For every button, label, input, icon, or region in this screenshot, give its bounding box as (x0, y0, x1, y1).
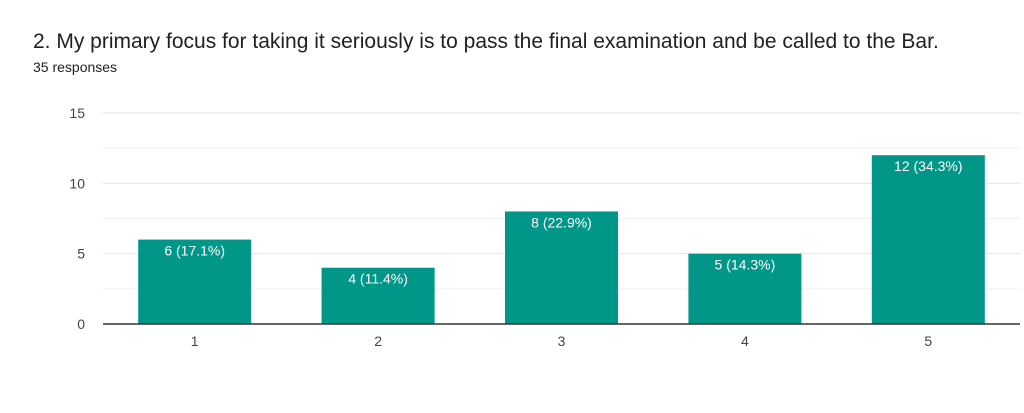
bar-1[interactable] (138, 239, 252, 324)
bar-2[interactable] (321, 267, 435, 324)
response-count: 35 responses (33, 59, 118, 75)
x-tick-labels: 1 2 3 4 5 (191, 333, 933, 349)
bar-value-label: 4 (11.4%) (348, 271, 408, 287)
x-tick-label: 2 (374, 333, 382, 349)
bar-3[interactable] (505, 211, 618, 324)
bar-value-label: 6 (17.1%) (164, 243, 225, 259)
y-tick-labels: 0 5 10 15 (69, 105, 85, 332)
bar-value-label: 12 (34.3%) (894, 158, 962, 174)
x-tick-label: 1 (191, 333, 199, 349)
bar-value-label: 8 (22.9%) (531, 214, 592, 230)
bar-5[interactable] (871, 155, 985, 324)
bar-value-labels: 6 (17.1%) 4 (11.4%) 8 (22.9%) 5 (14.3%) 12 (… (164, 158, 962, 287)
bar-4[interactable] (688, 253, 802, 324)
y-tick-label: 5 (77, 246, 85, 262)
x-tick-label: 3 (558, 333, 566, 349)
x-tick-label: 5 (924, 333, 932, 349)
y-tick-label: 0 (77, 316, 85, 332)
question-title: 2. My primary focus for taking it seriou… (33, 30, 939, 53)
y-tick-label: 10 (69, 175, 85, 191)
bar-value-label: 5 (14.3%) (715, 257, 776, 273)
y-tick-label: 15 (69, 105, 85, 121)
bars (138, 155, 985, 324)
x-tick-label: 4 (741, 333, 749, 349)
